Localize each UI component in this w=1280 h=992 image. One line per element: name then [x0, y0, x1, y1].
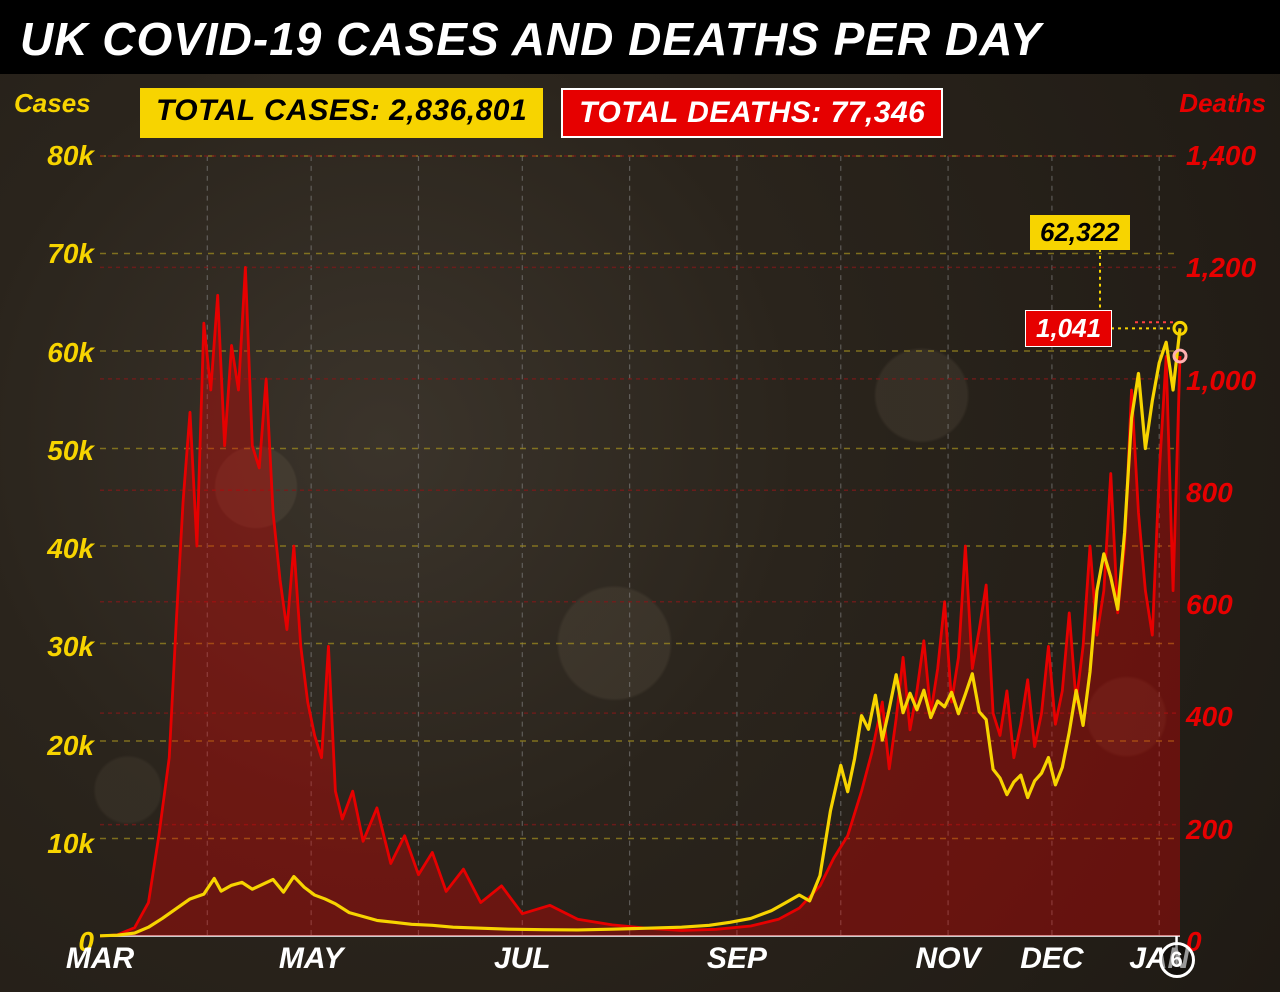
chart-zone: Cases Deaths TOTAL CASES: 2,836,801 TOTA…	[0, 74, 1280, 992]
x-tick: NOV	[916, 942, 981, 976]
y-right-tick: 200	[1186, 814, 1233, 846]
x-tick: MAY	[279, 942, 343, 976]
y-left-tick: 60k	[47, 337, 94, 369]
y-axis-left-title: Cases	[14, 88, 91, 119]
totals-badges: TOTAL CASES: 2,836,801 TOTAL DEATHS: 77,…	[140, 88, 943, 138]
y-left-tick: 50k	[47, 435, 94, 467]
y-left-tick: 20k	[47, 730, 94, 762]
total-cases-badge: TOTAL CASES: 2,836,801	[140, 88, 543, 138]
title-bar: UK COVID-19 CASES AND DEATHS PER DAY	[0, 0, 1280, 74]
total-deaths-badge: TOTAL DEATHS: 77,346	[561, 88, 943, 138]
y-right-tick: 400	[1186, 701, 1233, 733]
x-tick: DEC	[1020, 942, 1083, 976]
x-tick: JUL	[494, 942, 551, 976]
y-right-tick: 600	[1186, 589, 1233, 621]
y-left-tick: 80k	[47, 140, 94, 172]
date-marker: 6	[1159, 942, 1195, 978]
y-left-tick: 30k	[47, 631, 94, 663]
y-right-tick: 1,400	[1186, 140, 1256, 172]
y-left-tick: 10k	[47, 828, 94, 860]
callout-deaths-value: 1,041	[1025, 310, 1112, 347]
y-left-tick: 70k	[47, 238, 94, 270]
y-left-tick: 40k	[47, 533, 94, 565]
plot-svg	[100, 156, 1180, 936]
callout-cases-value: 62,322	[1030, 215, 1130, 250]
page-title: UK COVID-19 CASES AND DEATHS PER DAY	[20, 12, 1260, 66]
plot-area	[100, 156, 1180, 936]
chart-container: UK COVID-19 CASES AND DEATHS PER DAY Cas…	[0, 0, 1280, 992]
x-tick: MAR	[66, 942, 134, 976]
x-tick: SEP	[707, 942, 767, 976]
y-right-tick: 800	[1186, 477, 1233, 509]
y-right-tick: 1,200	[1186, 252, 1256, 284]
y-right-tick: 1,000	[1186, 365, 1256, 397]
y-axis-right-title: Deaths	[1179, 88, 1266, 119]
